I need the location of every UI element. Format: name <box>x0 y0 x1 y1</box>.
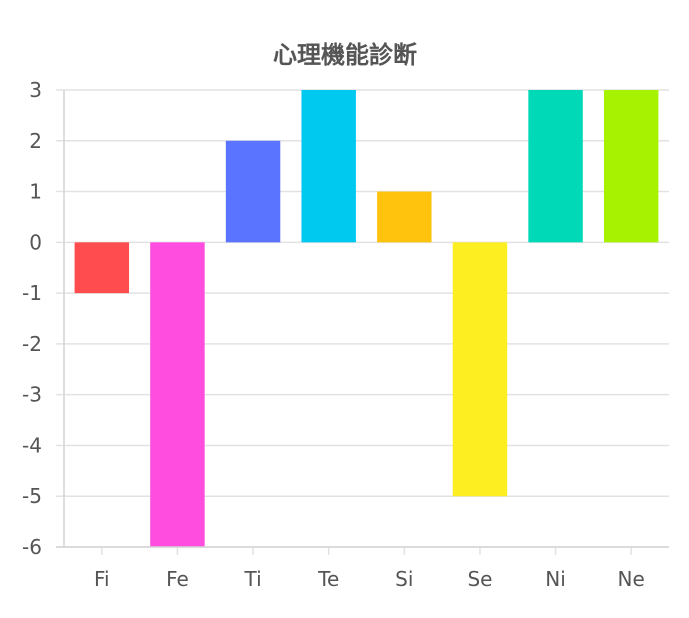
bar-fe <box>150 242 205 548</box>
x-tick-label: Se <box>467 567 492 591</box>
y-tick-label: -4 <box>22 433 42 457</box>
bar-ni <box>528 90 583 243</box>
y-tick-label: 0 <box>29 230 42 254</box>
x-tick-label: Fi <box>94 567 110 591</box>
y-tick-label: 1 <box>29 180 42 204</box>
bar-te <box>301 90 356 243</box>
bar-si <box>377 191 432 243</box>
x-tick-label: Ni <box>545 567 566 591</box>
y-tick-label: -1 <box>22 281 42 305</box>
y-tick-label: -3 <box>22 383 42 407</box>
x-tick-label: Si <box>395 567 413 591</box>
y-axis-ticks: 3 2 1 0 -1 -2 -3 -4 -5 -6 <box>22 78 42 559</box>
bar-fi <box>74 242 130 294</box>
y-tick-label: -2 <box>22 332 42 356</box>
x-tick-label: Ti <box>243 567 261 591</box>
chart-title: 心理機能診断 <box>273 41 417 69</box>
x-tick-label: Ne <box>618 567 645 591</box>
x-tick-label: Fe <box>166 567 189 591</box>
x-tick-label: Te <box>317 567 339 591</box>
bar-ti <box>225 140 281 243</box>
bars <box>74 90 659 548</box>
x-axis-ticks: Fi Fe Ti Te Si Se Ni Ne <box>94 567 645 591</box>
bar-ne <box>603 90 659 243</box>
bar-se <box>452 242 508 497</box>
y-tick-label: 3 <box>29 78 42 102</box>
y-tick-label: 2 <box>29 129 42 153</box>
y-tick-label: -5 <box>22 484 42 508</box>
y-tick-label: -6 <box>22 535 42 559</box>
axes <box>56 90 669 548</box>
